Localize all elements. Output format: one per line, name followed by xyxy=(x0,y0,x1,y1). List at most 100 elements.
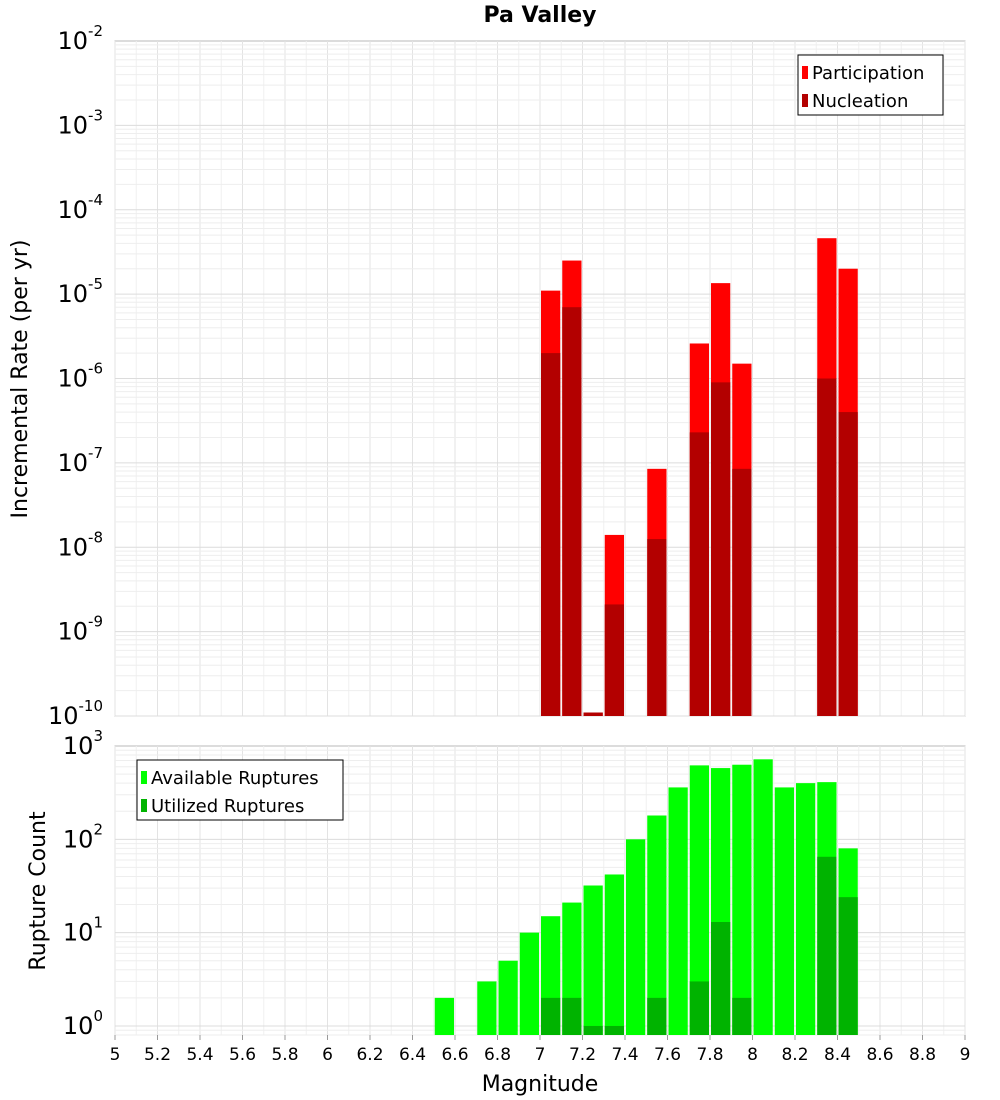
count-bar-available-ruptures xyxy=(434,997,454,1035)
x-tick-label: 8.8 xyxy=(909,1045,936,1065)
rate-bar-nucleation xyxy=(562,307,582,716)
y-tick-exponent: -7 xyxy=(88,444,103,462)
y-tick-exponent: -10 xyxy=(79,697,104,715)
count-bar-available-ruptures xyxy=(796,783,816,1035)
x-tick-label: 7.6 xyxy=(654,1045,681,1065)
count-y-tick-label: 103 xyxy=(63,727,103,760)
y-tick-base: 10 xyxy=(48,702,79,730)
x-tick-label: 5.6 xyxy=(229,1045,256,1065)
y-tick-exponent: 0 xyxy=(93,1007,103,1025)
y-tick-base: 10 xyxy=(57,280,88,308)
x-axis-label: Magnitude xyxy=(482,1072,599,1097)
rate-legend: Participation Nucleation xyxy=(797,54,944,116)
x-tick-label: 6.8 xyxy=(484,1045,511,1065)
count-bar-available-ruptures xyxy=(583,885,603,1035)
y-tick-base: 10 xyxy=(63,732,94,760)
x-tick-label: 8 xyxy=(747,1045,758,1065)
x-tick-label: 7 xyxy=(535,1045,546,1065)
rate-y-tick-label: 10-9 xyxy=(57,613,103,646)
y-tick-exponent: 3 xyxy=(93,727,103,745)
rate-y-tick-label: 10-4 xyxy=(57,191,103,224)
x-tick-label: 9 xyxy=(960,1045,971,1065)
y-tick-base: 10 xyxy=(57,449,88,477)
rate-bar-nucleation xyxy=(604,604,624,716)
count-bar-available-ruptures xyxy=(647,815,667,1035)
rate-y-tick-label: 10-10 xyxy=(48,697,103,730)
legend-swatch xyxy=(802,94,808,107)
rate-bar-nucleation xyxy=(817,378,837,716)
count-bar-utilized-ruptures xyxy=(689,981,709,1035)
y-tick-base: 10 xyxy=(57,533,88,561)
y-tick-exponent: -3 xyxy=(88,106,103,124)
rate-bar-nucleation xyxy=(583,712,603,716)
count-bar-available-ruptures xyxy=(626,839,646,1035)
legend-swatch xyxy=(141,799,147,812)
chart-title: Pa Valley xyxy=(483,3,596,28)
count-bar-utilized-ruptures xyxy=(562,997,582,1035)
count-bar-available-ruptures xyxy=(519,932,539,1035)
rate-y-tick-label: 10-7 xyxy=(57,444,103,477)
count-y-tick-label: 101 xyxy=(63,914,103,947)
rate-bar-nucleation xyxy=(541,353,561,716)
count-bar-available-ruptures xyxy=(732,764,752,1035)
y-tick-base: 10 xyxy=(57,618,88,646)
count-y-tick-label: 100 xyxy=(63,1007,103,1040)
x-tick-label: 5 xyxy=(110,1045,121,1065)
x-tick-label: 6 xyxy=(322,1045,333,1065)
y-tick-exponent: -8 xyxy=(88,528,103,546)
y-tick-base: 10 xyxy=(63,919,94,947)
x-tick-label: 5.8 xyxy=(271,1045,298,1065)
rate-y-tick-label: 10-2 xyxy=(57,22,103,55)
count-bar-utilized-ruptures xyxy=(583,1025,603,1035)
rate-bar-nucleation xyxy=(711,382,731,716)
count-bar-available-ruptures xyxy=(689,765,709,1035)
count-bar-available-ruptures xyxy=(498,960,518,1035)
y-tick-exponent: -9 xyxy=(88,613,103,631)
count-bar-utilized-ruptures xyxy=(541,997,561,1035)
rate-bar-nucleation xyxy=(732,468,752,716)
x-tick-label: 7.4 xyxy=(611,1045,638,1065)
legend-label: Participation xyxy=(812,63,924,84)
y-tick-exponent: 2 xyxy=(93,820,103,838)
count-bar-utilized-ruptures xyxy=(604,1025,624,1035)
y-tick-exponent: -5 xyxy=(88,275,103,293)
legend-swatch xyxy=(141,771,147,784)
count-y-tick-label: 102 xyxy=(63,820,103,853)
x-tick-label: 6.6 xyxy=(441,1045,468,1065)
count-bar-available-ruptures xyxy=(604,874,624,1035)
legend-label: Available Ruptures xyxy=(151,768,319,789)
count-bar-utilized-ruptures xyxy=(732,997,752,1035)
y-tick-base: 10 xyxy=(63,825,94,853)
rate-y-tick-label: 10-6 xyxy=(57,360,103,393)
y-tick-base: 10 xyxy=(63,1012,94,1040)
legend-label: Nucleation xyxy=(812,91,908,112)
count-bar-utilized-ruptures xyxy=(817,856,837,1035)
x-tick-label: 7.2 xyxy=(569,1045,596,1065)
legend-swatch xyxy=(802,66,808,79)
rate-y-tick-label: 10-8 xyxy=(57,528,103,561)
x-tick-label: 8.4 xyxy=(824,1045,851,1065)
y-tick-base: 10 xyxy=(57,365,88,393)
count-y-axis-label: Rupture Count xyxy=(26,811,51,971)
count-bar-available-ruptures xyxy=(668,787,688,1035)
rate-bar-nucleation xyxy=(838,412,858,716)
count-bar-utilized-ruptures xyxy=(838,897,858,1035)
y-tick-base: 10 xyxy=(57,27,88,55)
x-tick-label: 6.4 xyxy=(399,1045,426,1065)
y-tick-exponent: 1 xyxy=(93,914,103,932)
x-tick-label: 7.8 xyxy=(696,1045,723,1065)
rate-panel: 10-1010-910-810-710-610-510-410-310-2Par… xyxy=(48,22,966,730)
legend-label: Utilized Ruptures xyxy=(151,796,304,817)
y-tick-exponent: -4 xyxy=(88,191,103,209)
rate-bar-nucleation xyxy=(647,539,667,716)
y-tick-exponent: -2 xyxy=(88,22,103,40)
rate-y-axis-label: Incremental Rate (per yr) xyxy=(8,240,33,519)
count-bar-utilized-ruptures xyxy=(647,997,667,1035)
x-tick-label: 8.2 xyxy=(781,1045,808,1065)
rate-y-tick-label: 10-3 xyxy=(57,106,103,139)
y-tick-base: 10 xyxy=(57,196,88,224)
count-bar-utilized-ruptures xyxy=(711,922,731,1035)
count-legend: Available Ruptures Utilized Ruptures xyxy=(136,759,344,821)
